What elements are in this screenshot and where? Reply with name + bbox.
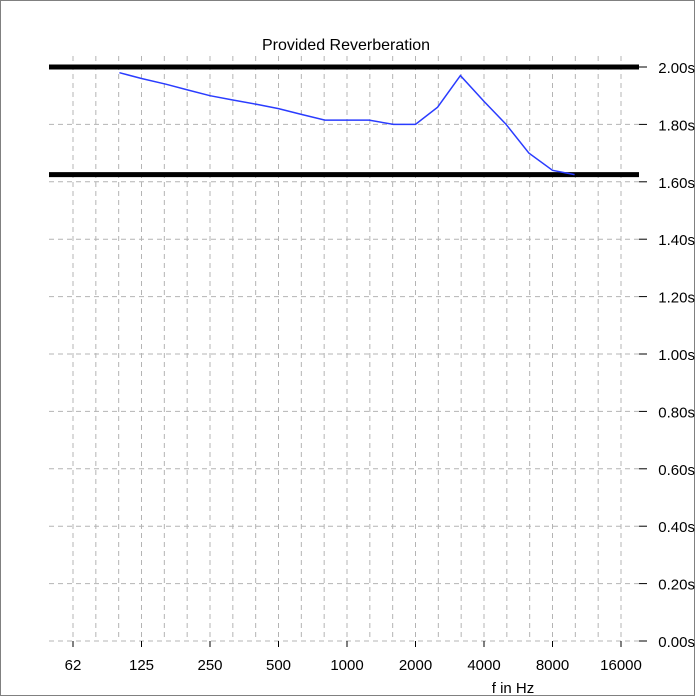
y-tick-label: 2.00s — [658, 60, 695, 77]
y-tick-label: 1.40s — [658, 232, 695, 249]
axis-labels: 62 125 250 500 1000 2000 4000 8000 16000 0.00s 0.2… — [65, 60, 695, 674]
x-tick-label: 8000 — [536, 657, 569, 674]
y-tick-label: 1.60s — [658, 175, 695, 192]
chart-title: Provided Reverberation — [262, 37, 430, 54]
x-tick-label: 16000 — [600, 657, 642, 674]
x-tick-label: 250 — [197, 657, 222, 674]
x-tick-label: 500 — [266, 657, 291, 674]
y-tick-label: 0.20s — [658, 577, 695, 594]
y-tick-label: 0.80s — [658, 404, 695, 421]
y-tick-label: 0.40s — [658, 519, 695, 536]
x-tick-label: 4000 — [467, 657, 500, 674]
x-tick-label: 62 — [65, 657, 82, 674]
grid-lines — [49, 56, 639, 642]
y-tick-label: 0.60s — [658, 462, 695, 479]
series-layer — [119, 71, 575, 176]
y-tick-label: 1.00s — [658, 347, 695, 364]
y-tick-label: 1.20s — [658, 290, 695, 307]
x-tick-label: 1000 — [330, 657, 363, 674]
x-tick-label: 125 — [129, 657, 154, 674]
y-tick-label: 0.00s — [658, 634, 695, 651]
x-axis-label: f in Hz — [492, 680, 535, 697]
x-tick-label: 2000 — [399, 657, 432, 674]
reverberation-series-line — [119, 71, 575, 176]
y-tick-label: 1.80s — [658, 117, 695, 134]
reference-lines — [49, 64, 639, 178]
tick-marks — [72, 66, 647, 647]
